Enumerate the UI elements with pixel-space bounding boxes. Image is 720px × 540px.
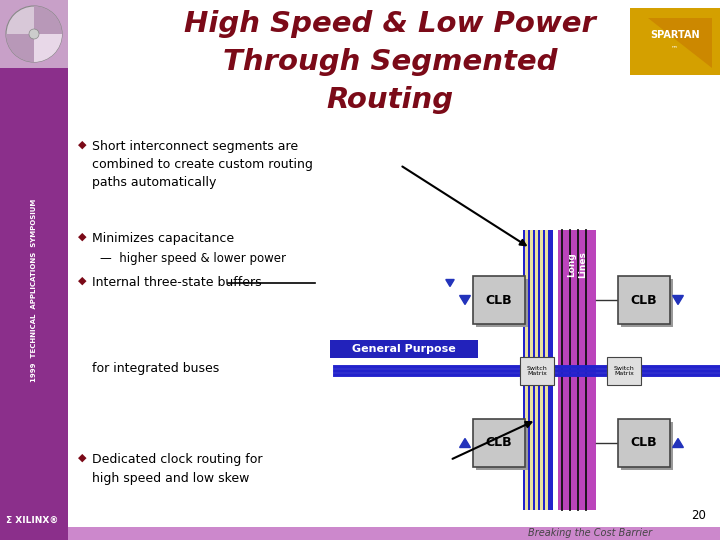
Bar xyxy=(618,276,670,324)
Text: CLB: CLB xyxy=(486,294,513,307)
Text: Routing: Routing xyxy=(326,86,454,114)
Text: Long
Lines: Long Lines xyxy=(567,252,587,279)
Circle shape xyxy=(6,6,62,62)
Text: Minimizes capacitance: Minimizes capacitance xyxy=(92,232,234,245)
Bar xyxy=(68,527,720,540)
Text: for integrated buses: for integrated buses xyxy=(92,362,220,375)
Text: General Purpose: General Purpose xyxy=(352,344,456,354)
Text: ◆: ◆ xyxy=(78,232,86,242)
Text: Breaking the Cost Barrier: Breaking the Cost Barrier xyxy=(528,528,652,538)
Bar xyxy=(330,340,478,358)
Wedge shape xyxy=(34,34,62,62)
Text: CLB: CLB xyxy=(631,436,657,449)
Text: Σ XILINX®: Σ XILINX® xyxy=(6,516,58,524)
Polygon shape xyxy=(446,280,454,287)
Text: high speed and low skew: high speed and low skew xyxy=(92,472,249,485)
Bar xyxy=(621,279,673,327)
Text: ◆: ◆ xyxy=(78,453,86,463)
Text: SPARTAN: SPARTAN xyxy=(650,30,700,40)
Text: Internal three-state buffers: Internal three-state buffers xyxy=(92,276,261,289)
Text: ◆: ◆ xyxy=(78,140,86,150)
Bar xyxy=(0,68,68,540)
Wedge shape xyxy=(6,34,34,62)
Bar xyxy=(618,419,670,467)
Text: 20: 20 xyxy=(691,509,706,522)
Polygon shape xyxy=(672,438,683,448)
Bar xyxy=(525,230,528,510)
Text: ™: ™ xyxy=(672,45,678,51)
Bar xyxy=(476,279,528,327)
Text: Dedicated clock routing for: Dedicated clock routing for xyxy=(92,453,263,466)
Text: High Speed & Low Power: High Speed & Low Power xyxy=(184,10,596,38)
Bar xyxy=(545,230,548,510)
Bar xyxy=(523,230,553,510)
Bar xyxy=(473,276,525,324)
Polygon shape xyxy=(648,18,712,68)
Polygon shape xyxy=(459,295,470,305)
Text: 1999  TECHNICAL  APPLICATIONS  SYMPOSIUM: 1999 TECHNICAL APPLICATIONS SYMPOSIUM xyxy=(31,198,37,382)
Text: —  higher speed & lower power: — higher speed & lower power xyxy=(100,252,286,265)
Bar xyxy=(607,357,641,385)
Bar xyxy=(530,230,533,510)
Text: CLB: CLB xyxy=(486,436,513,449)
Polygon shape xyxy=(459,438,470,448)
Bar xyxy=(535,230,538,510)
Polygon shape xyxy=(630,8,720,75)
Bar xyxy=(476,422,528,470)
Text: Short interconnect segments are
combined to create custom routing
paths automati: Short interconnect segments are combined… xyxy=(92,140,313,189)
Bar xyxy=(540,230,543,510)
Bar xyxy=(0,0,68,68)
Text: Switch
Matrix: Switch Matrix xyxy=(526,366,547,376)
Text: CLB: CLB xyxy=(631,294,657,307)
Text: ◆: ◆ xyxy=(78,276,86,286)
Polygon shape xyxy=(672,295,683,305)
Circle shape xyxy=(29,29,39,39)
Bar xyxy=(473,419,525,467)
Text: Through Segmented: Through Segmented xyxy=(222,48,557,76)
Bar xyxy=(558,230,596,510)
Text: Switch
Matrix: Switch Matrix xyxy=(613,366,634,376)
Bar xyxy=(621,422,673,470)
Wedge shape xyxy=(34,6,62,34)
Bar xyxy=(520,357,554,385)
